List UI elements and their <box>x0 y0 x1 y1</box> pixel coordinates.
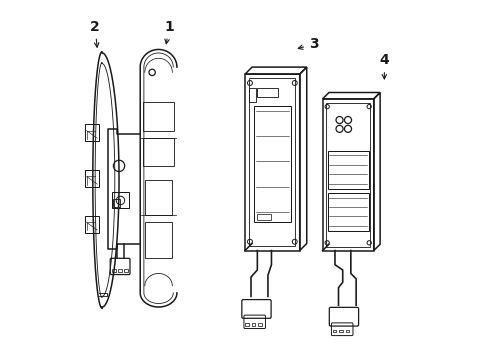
Bar <box>327 193 369 231</box>
Bar <box>339 330 343 332</box>
Bar <box>145 222 172 258</box>
Bar <box>85 170 98 187</box>
Text: 2: 2 <box>90 19 100 47</box>
Bar <box>333 330 336 332</box>
Bar <box>112 192 129 208</box>
Bar <box>85 216 98 233</box>
Bar <box>143 138 174 166</box>
Bar <box>258 323 262 326</box>
Text: 3: 3 <box>298 37 318 51</box>
Bar <box>257 214 271 220</box>
Bar <box>254 106 291 222</box>
Bar <box>119 269 122 272</box>
Bar <box>85 124 98 141</box>
Bar <box>322 99 374 251</box>
Bar <box>248 88 256 102</box>
Bar <box>327 151 369 189</box>
Bar <box>249 78 295 246</box>
Bar <box>326 103 370 247</box>
Bar <box>113 199 121 207</box>
Bar <box>245 74 300 251</box>
Bar <box>257 88 278 97</box>
Bar <box>124 269 128 272</box>
Bar <box>112 269 116 272</box>
Bar <box>252 323 255 326</box>
Bar <box>143 102 174 131</box>
Text: 4: 4 <box>379 53 389 79</box>
Bar <box>345 330 349 332</box>
Bar <box>145 180 172 215</box>
Text: 1: 1 <box>164 19 174 44</box>
Bar <box>245 323 249 326</box>
